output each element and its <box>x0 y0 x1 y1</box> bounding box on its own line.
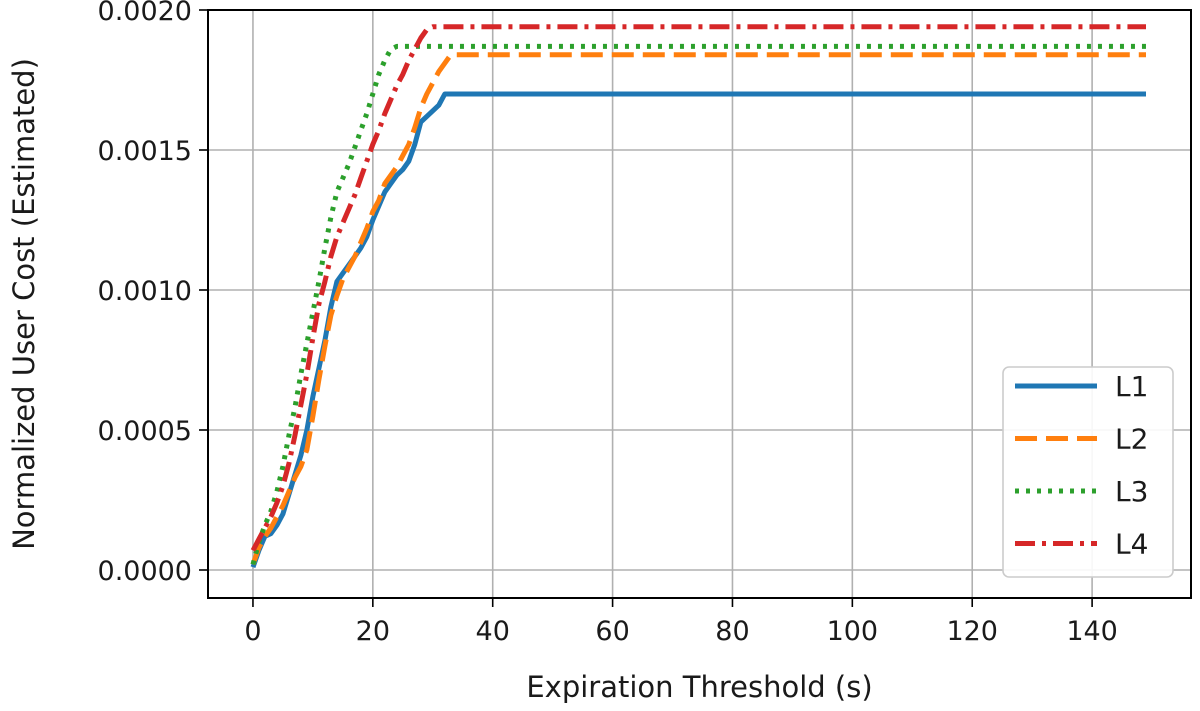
series-line-l2 <box>250 52 1146 566</box>
legend-box <box>1002 366 1174 578</box>
x-tick-label: 0 <box>244 616 261 647</box>
x-tick-label: 100 <box>827 616 879 647</box>
y-tick-label: 0.0020 <box>98 0 192 27</box>
y-axis-label: Normalized User Cost (Estimated) <box>7 58 41 550</box>
legend-label-l4: L4 <box>1115 528 1148 561</box>
series-line-l4 <box>250 24 1146 552</box>
plot-frame <box>207 9 1192 599</box>
y-tick-label: 0.0000 <box>98 556 192 587</box>
x-tick-label: 20 <box>356 616 390 647</box>
x-tick-label: 120 <box>946 616 998 647</box>
x-axis-label: Expiration Threshold (s) <box>526 670 872 704</box>
legend-label-l1: L1 <box>1115 370 1148 403</box>
y-tick-label: 0.0015 <box>98 136 192 167</box>
x-tick-label: 80 <box>715 616 749 647</box>
y-tick-label: 0.0005 <box>98 416 192 447</box>
legend-label-l2: L2 <box>1115 423 1148 456</box>
ticks <box>199 9 1093 607</box>
y-tick-label: 0.0010 <box>98 276 192 307</box>
x-tick-label: 40 <box>476 616 510 647</box>
legend-entries: L1 L2 L3 L4 <box>1015 370 1148 561</box>
legend: L1 L2 L3 L4 <box>1002 366 1174 578</box>
tick-labels: 0 20 40 60 80 100 120 140 0.0000 0.0005 0.0010 0.00… <box>98 0 1118 647</box>
series-layer <box>250 24 1146 569</box>
x-tick-label: 140 <box>1066 616 1118 647</box>
x-tick-label: 60 <box>595 616 629 647</box>
legend-label-l3: L3 <box>1115 475 1148 508</box>
